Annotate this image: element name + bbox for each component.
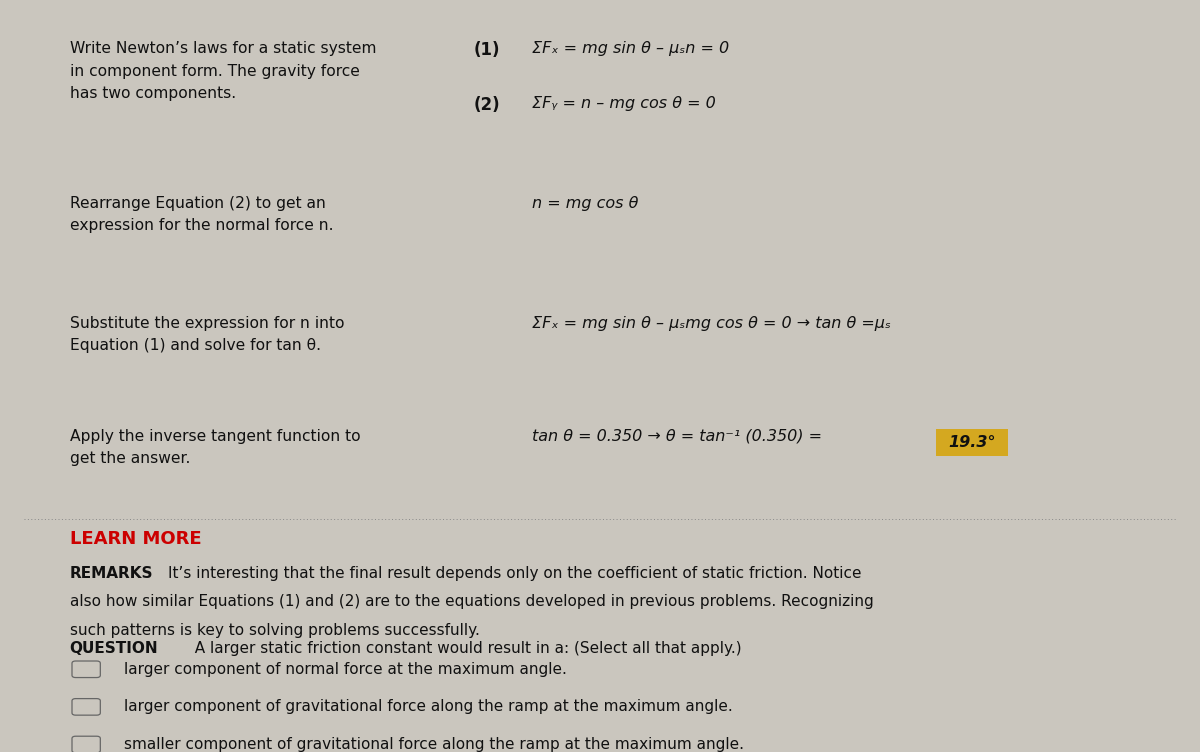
Text: smaller component of gravitational force along the ramp at the maximum angle.: smaller component of gravitational force…	[124, 737, 744, 752]
Text: REMARKS: REMARKS	[70, 566, 154, 581]
Text: Substitute the expression for n into
Equation (1) and solve for tan θ.: Substitute the expression for n into Equ…	[70, 316, 344, 353]
Text: ΣFᵧ = n – mg cos θ = 0: ΣFᵧ = n – mg cos θ = 0	[532, 96, 715, 111]
FancyBboxPatch shape	[72, 736, 101, 752]
FancyBboxPatch shape	[72, 661, 101, 678]
Text: larger component of gravitational force along the ramp at the maximum angle.: larger component of gravitational force …	[124, 699, 732, 714]
FancyBboxPatch shape	[936, 429, 1008, 456]
Text: also how similar Equations (1) and (2) are to the equations developed in previou: also how similar Equations (1) and (2) a…	[70, 594, 874, 609]
Text: 19.3°: 19.3°	[948, 435, 996, 450]
Text: ΣFₓ = mg sin θ – μₛmg cos θ = 0 → tan θ =μₛ: ΣFₓ = mg sin θ – μₛmg cos θ = 0 → tan θ …	[532, 316, 890, 331]
Text: Rearrange Equation (2) to get an
expression for the normal force n.: Rearrange Equation (2) to get an express…	[70, 196, 334, 232]
FancyBboxPatch shape	[72, 699, 101, 715]
Text: QUESTION: QUESTION	[70, 641, 158, 656]
Text: Apply the inverse tangent function to
get the answer.: Apply the inverse tangent function to ge…	[70, 429, 360, 465]
Text: tan θ = 0.350 → θ = tan⁻¹ (0.350) =: tan θ = 0.350 → θ = tan⁻¹ (0.350) =	[532, 429, 827, 444]
Text: LEARN MORE: LEARN MORE	[70, 530, 202, 548]
Text: A larger static friction constant would result in a: (Select all that apply.): A larger static friction constant would …	[185, 641, 742, 656]
Text: (1): (1)	[474, 41, 500, 59]
Text: n = mg cos θ: n = mg cos θ	[532, 196, 638, 211]
Text: It’s interesting that the final result depends only on the coefficient of static: It’s interesting that the final result d…	[168, 566, 862, 581]
Text: larger component of normal force at the maximum angle.: larger component of normal force at the …	[124, 662, 566, 677]
Text: ΣFₓ = mg sin θ – μₛn = 0: ΣFₓ = mg sin θ – μₛn = 0	[532, 41, 728, 56]
Text: such patterns is key to solving problems successfully.: such patterns is key to solving problems…	[70, 623, 480, 638]
Text: Write Newton’s laws for a static system
in component form. The gravity force
has: Write Newton’s laws for a static system …	[70, 41, 376, 101]
Text: (2): (2)	[474, 96, 500, 114]
